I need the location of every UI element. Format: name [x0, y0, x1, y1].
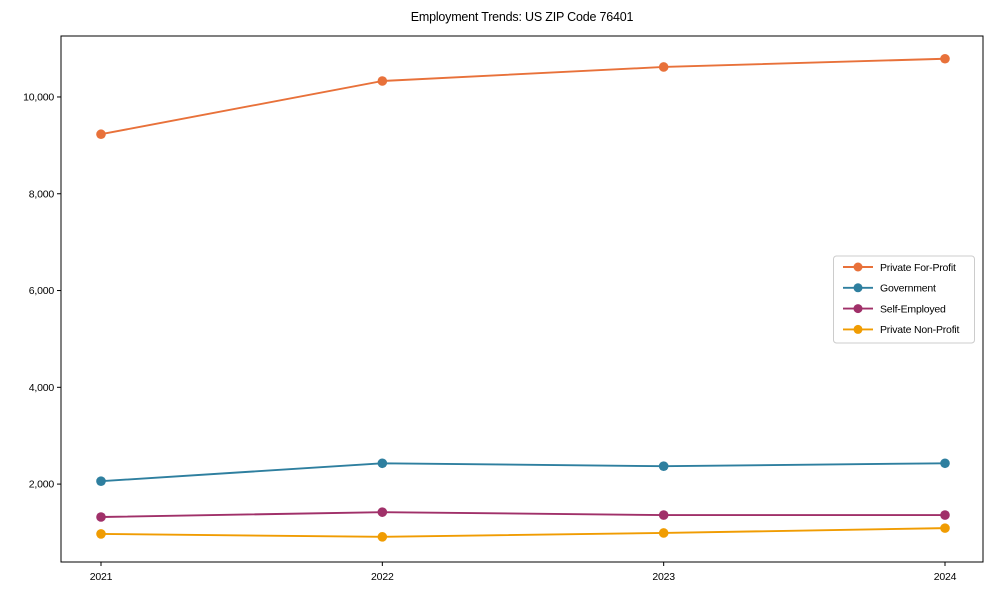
- y-tick-label: 8,000: [29, 188, 55, 200]
- series-line-private-non-profit: [100, 527, 946, 538]
- series-point-private-for-profit: [658, 62, 669, 72]
- legend-box: [833, 255, 975, 344]
- legend-swatch-marker-government: [853, 283, 863, 293]
- series-point-private-for-profit: [96, 129, 106, 140]
- x-tick-label: 2024: [934, 571, 957, 583]
- y-tick-label: 4,000: [29, 382, 55, 394]
- series-point-government: [96, 476, 106, 486]
- legend-label-private-for-profit: Private For-Profit: [880, 262, 956, 274]
- series-point-private-non-profit: [658, 528, 669, 538]
- y-tick-label: 10,000: [23, 92, 54, 104]
- legend-swatch-marker-private-for-profit: [853, 262, 863, 272]
- x-tick-label: 2021: [90, 571, 113, 583]
- series-point-self-employed: [377, 507, 388, 517]
- x-tick-label: 2022: [371, 571, 394, 583]
- legend-swatch-marker-private-non-profit: [853, 324, 863, 334]
- series-point-government: [940, 458, 950, 469]
- legend-swatch-marker-self-employed: [853, 304, 863, 314]
- series-point-self-employed: [96, 512, 106, 522]
- legend-label-government: Government: [880, 283, 936, 295]
- legend-label-private-non-profit: Private Non-Profit: [880, 324, 960, 336]
- series-point-private-non-profit: [940, 523, 950, 533]
- series-point-private-for-profit: [377, 76, 388, 86]
- series-point-government: [658, 461, 669, 471]
- legend-label-self-employed: Self-Employed: [880, 303, 946, 315]
- x-tick-label: 2023: [652, 571, 675, 583]
- series-point-government: [377, 458, 388, 469]
- series-line-private-for-profit: [100, 57, 946, 136]
- series-point-self-employed: [658, 510, 669, 520]
- series-point-private-non-profit: [96, 529, 106, 539]
- series-line-self-employed: [100, 511, 946, 518]
- y-tick-label: 2,000: [29, 479, 55, 491]
- chart-title: Employment Trends: US ZIP Code 76401: [410, 10, 634, 24]
- y-tick-label: 6,000: [29, 285, 55, 297]
- series-point-private-non-profit: [377, 532, 388, 542]
- series-line-government: [100, 462, 946, 483]
- series-point-self-employed: [940, 510, 950, 520]
- series-point-private-for-profit: [940, 53, 950, 64]
